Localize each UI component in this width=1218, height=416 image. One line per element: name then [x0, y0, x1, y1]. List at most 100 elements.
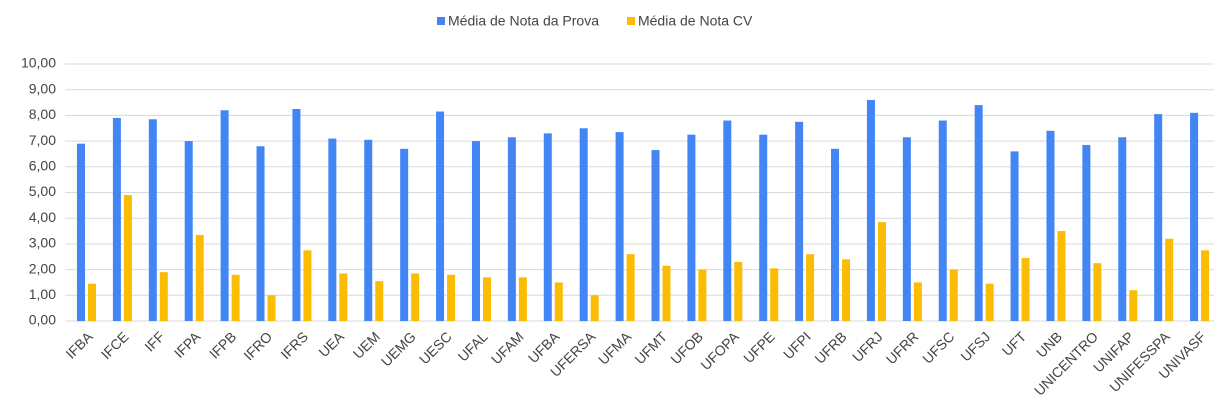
bar — [1010, 151, 1019, 321]
x-tick-label: IFPB — [206, 328, 239, 361]
x-tick-label: UFSC — [919, 328, 957, 366]
x-tick-label: UFT — [999, 328, 1030, 359]
legend-swatch — [626, 17, 635, 25]
x-tick-label: UFRB — [811, 328, 849, 366]
bar — [842, 259, 851, 321]
bar — [1082, 144, 1091, 321]
bar — [615, 132, 624, 321]
bar — [698, 269, 707, 321]
x-tick-label: IFCE — [98, 328, 132, 362]
y-tick-label: 2,00 — [29, 260, 56, 276]
bar — [985, 283, 994, 321]
bar — [1021, 258, 1030, 321]
bar — [88, 283, 96, 321]
bar — [195, 234, 204, 321]
bar — [949, 269, 958, 321]
x-tick-label: IFRS — [277, 328, 311, 362]
bar — [184, 141, 193, 321]
bar — [1129, 290, 1138, 321]
bar — [974, 105, 983, 322]
bar — [795, 121, 804, 321]
bar — [364, 139, 373, 321]
x-tick-label: IFBA — [62, 328, 96, 362]
bar — [662, 265, 671, 321]
x-tick-label: IFPA — [171, 328, 204, 361]
bar — [590, 295, 599, 321]
bar — [913, 282, 922, 321]
x-tick-label: UFAL — [455, 328, 491, 364]
bar — [1165, 238, 1174, 321]
x-tick-label: UFAM — [488, 328, 527, 367]
y-tick-label: 4,00 — [29, 209, 56, 225]
y-tick-label: 1,00 — [29, 286, 56, 302]
bar — [292, 108, 301, 321]
x-tick-label: UEA — [315, 328, 347, 360]
y-tick-label: 7,00 — [29, 132, 56, 148]
legend-label: Média de Nota CV — [638, 13, 753, 29]
bar — [723, 120, 732, 321]
bar — [77, 143, 85, 321]
bar — [436, 111, 445, 321]
x-tick-label: UFSJ — [957, 328, 993, 364]
bar — [1118, 137, 1127, 321]
bar — [626, 254, 635, 321]
bar — [112, 117, 121, 321]
bar — [579, 128, 588, 321]
x-tick-label: UFMA — [595, 328, 635, 368]
x-tick-label: IFF — [141, 328, 167, 354]
x-tick-label: UFPE — [740, 328, 778, 366]
bar — [148, 119, 157, 321]
bar — [220, 110, 229, 321]
bar — [518, 277, 527, 321]
bar — [1154, 114, 1163, 322]
x-tick-label: UFPI — [780, 328, 814, 362]
y-tick-label: 8,00 — [29, 106, 56, 122]
bar — [831, 148, 840, 321]
x-tick-label: UESC — [416, 328, 455, 367]
bar — [256, 146, 265, 321]
legend-label: Média de Nota da Prova — [448, 13, 599, 29]
bar — [339, 273, 348, 321]
bar — [877, 222, 886, 321]
y-tick-label: 6,00 — [29, 158, 56, 174]
x-tick-label: UFRR — [883, 328, 922, 367]
bar — [1057, 231, 1066, 321]
y-tick-label: 5,00 — [29, 183, 56, 199]
bar — [447, 274, 456, 321]
y-tick-label: 3,00 — [29, 235, 56, 251]
bar — [1093, 263, 1102, 321]
bar — [651, 150, 660, 321]
bar — [938, 120, 947, 321]
x-tick-label: UFOPA — [697, 328, 742, 373]
y-tick-label: 9,00 — [29, 80, 56, 96]
bar — [471, 141, 480, 321]
x-tick-label: IFRO — [240, 328, 275, 363]
x-tick-label: UFMT — [631, 328, 670, 367]
bar — [303, 250, 312, 321]
legend-swatch — [437, 17, 445, 25]
bar — [734, 261, 743, 321]
bar — [543, 133, 552, 321]
bar — [687, 134, 696, 321]
bar — [123, 195, 132, 321]
x-tick-label: UEMG — [378, 328, 419, 369]
y-tick-label: 10,00 — [21, 55, 56, 71]
bar — [231, 274, 240, 321]
bar — [1190, 112, 1199, 321]
bar — [375, 281, 384, 321]
x-tick-label: UNB — [1033, 328, 1065, 360]
bar — [411, 273, 420, 321]
bar — [866, 99, 875, 321]
bar — [267, 295, 276, 321]
bar — [554, 282, 563, 321]
bar — [1201, 250, 1210, 321]
bar — [159, 272, 168, 321]
bar — [482, 277, 491, 321]
bar — [1046, 130, 1055, 321]
x-tick-label: UFRJ — [849, 328, 886, 365]
bar — [507, 137, 516, 321]
bar — [902, 137, 911, 321]
bar — [759, 134, 768, 321]
bar — [328, 138, 337, 321]
